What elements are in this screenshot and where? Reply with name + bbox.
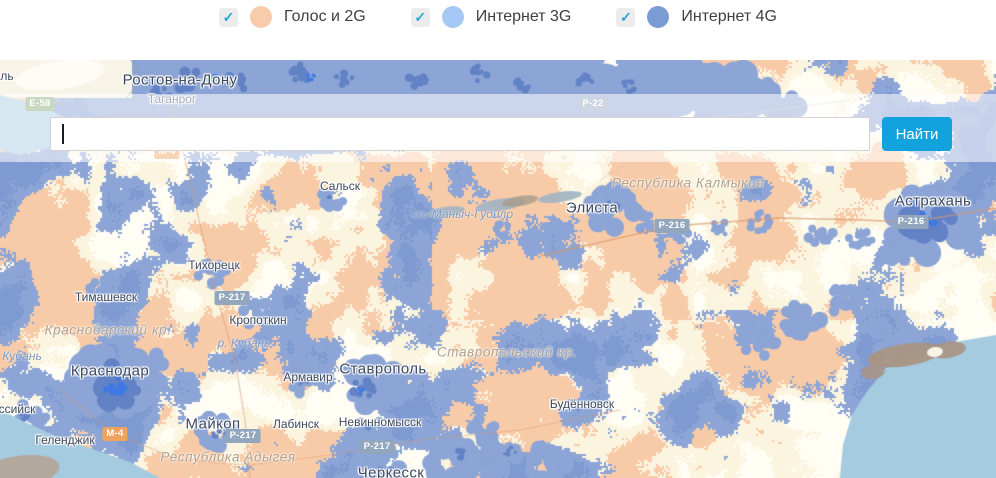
city-label: Тихорецк [188, 258, 240, 272]
city-label: Элиста [565, 199, 619, 217]
water-label: р. Кубань [217, 336, 271, 350]
city-label: Ростов-на-Дону [122, 71, 238, 89]
road-badge: Р-216 [654, 219, 690, 233]
city-label: ссийск [0, 402, 36, 416]
find-button[interactable]: Найти [882, 117, 952, 151]
city-label: Кропоткин [229, 313, 287, 327]
check-icon: ✓ [414, 8, 427, 25]
water-label: Кубань [2, 349, 42, 363]
city-label: Тимашевск [74, 290, 138, 304]
city-label: Черкесск [357, 464, 425, 478]
legend-label: Интернет 3G [475, 8, 572, 25]
search-input[interactable] [50, 117, 870, 151]
legend-item: ✓ Интернет 4G [616, 6, 777, 28]
legend-checkbox[interactable]: ✓ [410, 7, 430, 27]
coverage-color-dot [441, 6, 464, 28]
road-badge: Р-217 [225, 429, 261, 443]
region-label: Краснодарский кр. [44, 322, 172, 338]
road-badge: Р-217 [214, 291, 250, 305]
legend-label: Интернет 4G [681, 8, 777, 25]
coverage-legend: ✓ Голос и 2G ✓ Интернет 3G ✓ Интернет 4G [0, 0, 996, 34]
coverage-color-dot [250, 6, 273, 28]
city-label: ль [0, 69, 14, 83]
legend-checkbox[interactable]: ✓ [616, 7, 636, 27]
city-label: Ставрополь [339, 360, 427, 378]
text-cursor [62, 124, 64, 144]
road-badge: М-4 [102, 427, 128, 441]
region-label: Ставропольский кр. [436, 344, 578, 360]
region-label: Республика Калмыкия [611, 175, 765, 191]
city-label: Краснодар [70, 362, 150, 380]
check-icon: ✓ [619, 8, 632, 25]
legend-label: Голос и 2G [284, 8, 366, 25]
city-label: Геленджик [35, 433, 95, 447]
road-badge: Р-216 [893, 215, 929, 229]
coverage-color-dot [647, 6, 670, 28]
city-label: Сальск [320, 179, 360, 193]
city-label: Лабинск [272, 417, 320, 431]
legend-checkbox[interactable]: ✓ [219, 7, 239, 27]
legend-item: ✓ Голос и 2G [219, 6, 366, 28]
city-label: Астрахань [894, 192, 972, 210]
region-label: Республика Адыгея [160, 449, 296, 465]
road-badge: Р-217 [359, 440, 395, 454]
water-label: оз. Маныч-Гудило [413, 207, 513, 221]
check-icon: ✓ [222, 8, 235, 25]
legend-item: ✓ Интернет 3G [410, 6, 572, 28]
city-label: Будённовск [549, 397, 615, 411]
city-label: Армавир [283, 370, 333, 384]
city-label: Невинномысск [338, 415, 422, 429]
